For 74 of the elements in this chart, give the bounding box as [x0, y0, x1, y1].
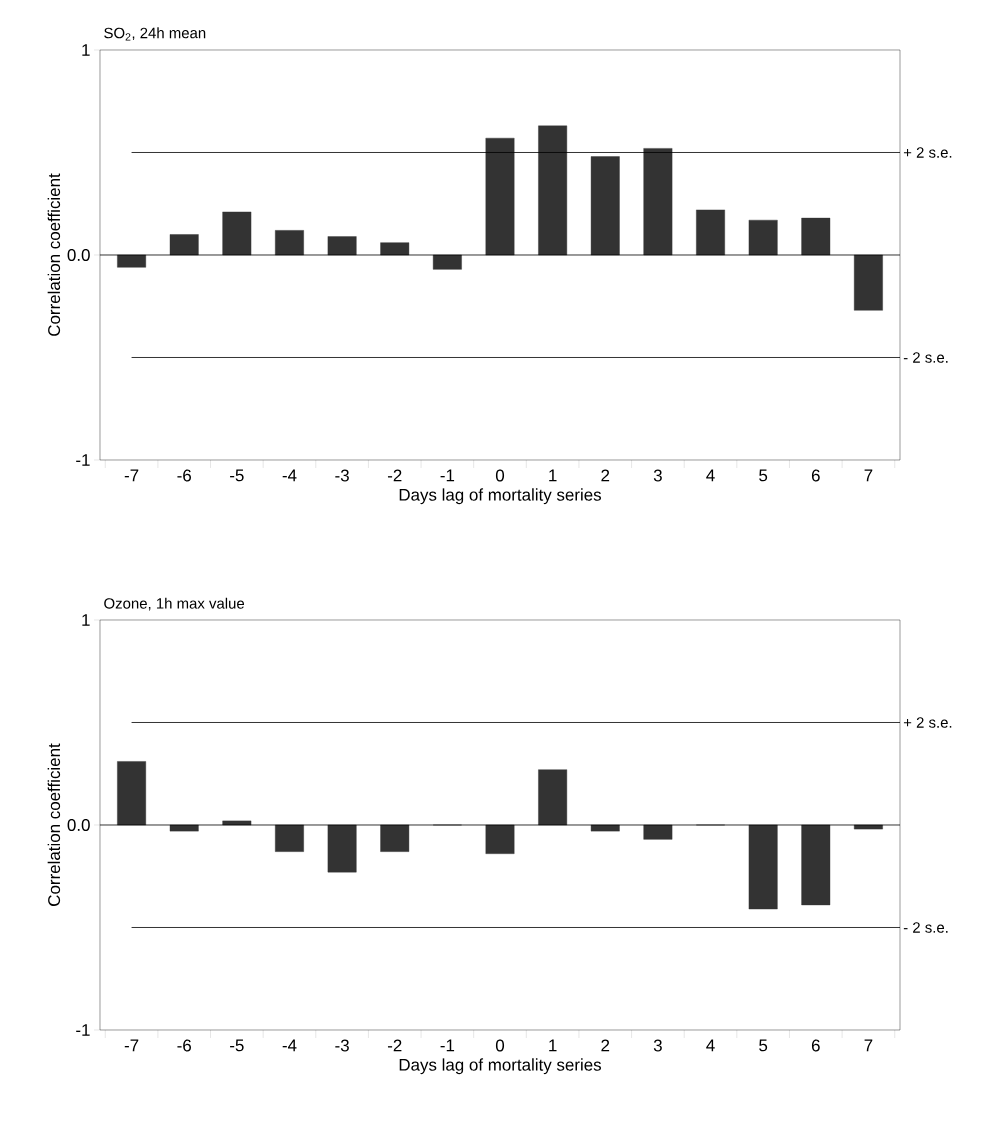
chart-title: Ozone, 1h max value	[104, 597, 245, 611]
bar	[485, 824, 515, 854]
x-tick-label: -3	[335, 1039, 349, 1052]
bar	[854, 824, 883, 830]
y-tick-label: -1	[76, 454, 90, 466]
bar	[380, 242, 410, 256]
bar	[169, 234, 199, 256]
x-tick-label: 3	[653, 469, 662, 482]
bar	[643, 824, 673, 840]
y-axis-title: Correlation coefficient	[47, 743, 61, 906]
x-tick-label: -4	[282, 469, 297, 482]
bar	[380, 824, 410, 852]
x-tick-label: 1	[549, 469, 557, 482]
bar	[327, 236, 357, 256]
x-axis-title: Days lag of mortality series	[399, 1058, 602, 1075]
bar	[169, 824, 199, 832]
x-tick-label: -4	[282, 1039, 297, 1052]
x-tick-label: 1	[549, 1039, 557, 1052]
ref-line-label: - 2 s.e.	[903, 922, 948, 933]
bar	[590, 156, 620, 256]
ref-line-label: - 2 s.e.	[903, 352, 948, 363]
bar	[748, 219, 778, 256]
x-tick-label: 7	[864, 1039, 873, 1052]
x-tick-label: 5	[759, 469, 768, 482]
x-tick-label: -7	[124, 1039, 139, 1052]
x-tick-label: 0	[495, 469, 505, 482]
bar	[748, 824, 778, 910]
x-tick-label: 2	[601, 469, 610, 482]
ref-line-label: + 2 s.e.	[903, 717, 952, 728]
bar	[222, 211, 252, 256]
chart-title: SO$_{2}$, 24h mean	[104, 27, 206, 41]
x-tick-label: -6	[177, 469, 191, 482]
y-axis-title: Correlation coefficient	[47, 173, 61, 336]
x-tick-label: -6	[177, 1039, 191, 1052]
y-tick-label: -1	[76, 1024, 90, 1036]
bar	[801, 824, 831, 906]
bar	[801, 217, 831, 256]
bar	[275, 230, 304, 256]
x-tick-label: 4	[706, 1039, 715, 1052]
x-tick-label: 7	[864, 469, 873, 482]
x-tick-label: -1	[440, 469, 455, 482]
bar	[643, 148, 673, 256]
bar	[538, 769, 568, 826]
bar	[696, 209, 725, 256]
bar	[590, 824, 620, 832]
bar	[327, 824, 357, 873]
y-tick-label: 0.0	[67, 818, 90, 831]
x-tick-label: 3	[653, 1039, 662, 1052]
x-tick-label: 6	[811, 469, 820, 482]
ref-line-label: + 2 s.e.	[903, 147, 952, 158]
bar	[485, 137, 515, 256]
x-tick-label: 5	[759, 1039, 768, 1052]
bar	[538, 125, 568, 256]
x-tick-label: -7	[124, 469, 139, 482]
bar	[432, 254, 462, 270]
bar	[117, 254, 146, 268]
bar	[275, 824, 304, 852]
x-tick-label: -2	[387, 469, 402, 482]
x-tick-label: -2	[387, 1039, 402, 1052]
x-tick-label: 6	[811, 1039, 820, 1052]
x-tick-label: -1	[440, 1039, 455, 1052]
y-tick-label: 1	[82, 44, 90, 56]
x-tick-label: 2	[601, 1039, 610, 1052]
y-tick-label: 1	[82, 614, 90, 626]
x-tick-label: -5	[230, 1039, 244, 1052]
y-tick-label: 0.0	[67, 248, 90, 261]
x-axis-title: Days lag of mortality series	[399, 488, 602, 505]
x-tick-label: 0	[495, 1039, 505, 1052]
x-tick-label: -3	[335, 469, 349, 482]
bar	[222, 820, 252, 826]
bar	[854, 254, 883, 311]
x-tick-label: 4	[706, 469, 715, 482]
x-tick-label: -5	[230, 469, 244, 482]
bar	[117, 761, 146, 826]
